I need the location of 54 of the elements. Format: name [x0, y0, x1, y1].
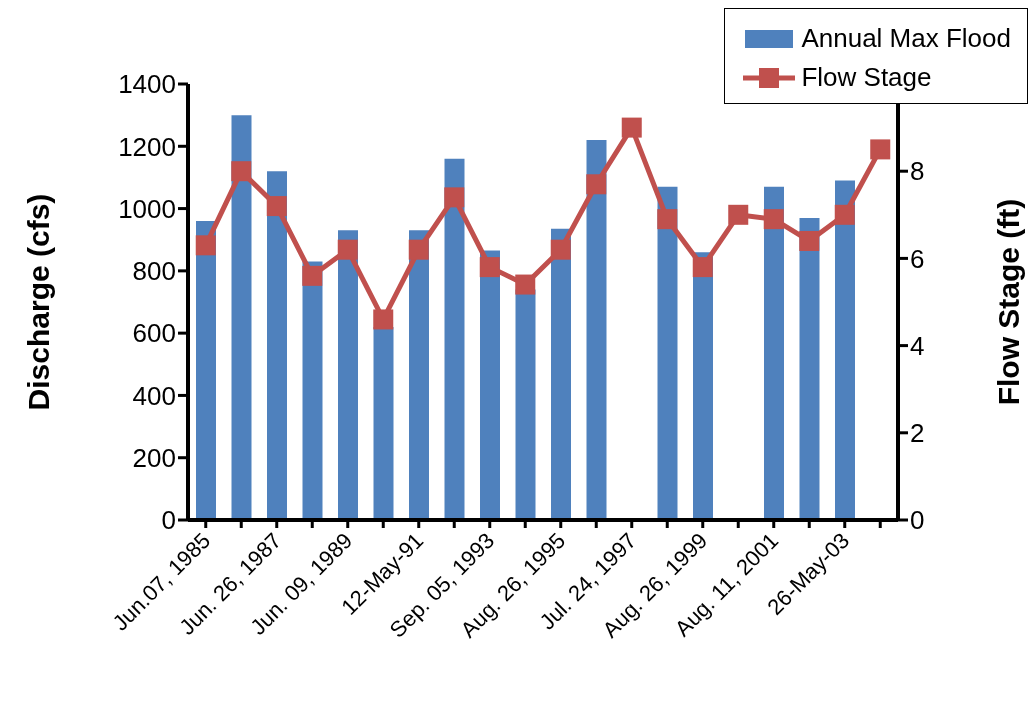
point	[302, 265, 323, 286]
point	[870, 139, 891, 160]
y-tick-label: 600	[132, 318, 176, 349]
point	[657, 209, 678, 230]
point	[621, 117, 642, 138]
bar	[835, 180, 855, 520]
point	[763, 209, 784, 230]
bar	[586, 140, 607, 520]
point	[515, 274, 536, 295]
y-tick-label: 200	[132, 442, 176, 473]
point	[834, 204, 855, 225]
bar	[338, 230, 358, 520]
point	[337, 239, 358, 260]
point	[231, 161, 252, 182]
bar	[764, 186, 784, 520]
point	[444, 187, 465, 208]
y-tick-label: 400	[132, 380, 176, 411]
point	[373, 309, 394, 330]
y-axis-title: Discharge (cfs)	[21, 193, 55, 411]
y-tick-label: 800	[132, 256, 176, 287]
point	[586, 174, 607, 195]
bar	[373, 326, 394, 520]
point	[728, 204, 749, 225]
y-tick-label: 1400	[118, 69, 176, 100]
y-tick-label: 1200	[118, 131, 176, 162]
bar	[515, 289, 536, 520]
bar	[693, 252, 713, 520]
legend-label: Annual Max Flood	[801, 23, 1011, 54]
y2-tick-label: 6	[910, 243, 925, 274]
bar	[302, 261, 323, 520]
bar	[444, 158, 465, 520]
point	[692, 257, 713, 278]
point	[266, 196, 287, 217]
bar	[480, 250, 500, 520]
bar	[657, 186, 678, 520]
y2-axis-title: Flow Stage (ft)	[991, 198, 1025, 406]
bar	[799, 217, 820, 520]
point	[195, 235, 216, 256]
y2-tick-label: 0	[910, 505, 925, 536]
bar	[231, 115, 252, 520]
y2-tick-label: 4	[910, 330, 925, 361]
bar	[267, 171, 287, 520]
point	[799, 230, 820, 251]
y-tick-label: 0	[161, 505, 176, 536]
point	[479, 257, 500, 278]
bar	[196, 221, 216, 520]
y-tick-label: 1000	[118, 193, 176, 224]
y2-tick-label: 2	[910, 418, 925, 449]
y2-tick-label: 8	[910, 156, 925, 187]
bar	[409, 230, 429, 520]
point	[550, 239, 571, 260]
point	[408, 239, 429, 260]
legend-label: Flow Stage	[801, 62, 932, 93]
bar	[551, 228, 571, 520]
